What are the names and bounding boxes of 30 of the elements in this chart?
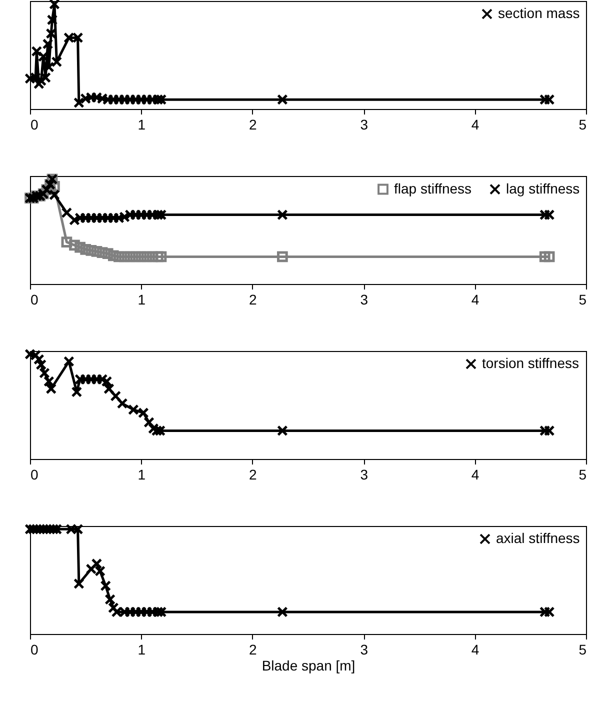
- x-tick-label: 3: [360, 642, 368, 658]
- x-tick-label: 4: [471, 466, 480, 482]
- x-tick-label: 5: [578, 292, 587, 308]
- x-tick-label: 1: [138, 292, 146, 308]
- x-tick-label: 0: [30, 466, 38, 482]
- x-tick-label: 1: [138, 466, 146, 482]
- x-tick-label: 4: [471, 642, 480, 658]
- x-tick-label: 2: [249, 466, 257, 482]
- x-tick-label: 4: [471, 292, 480, 308]
- x-tick-label: 1: [138, 642, 146, 658]
- legend-label: section mass: [498, 5, 580, 21]
- legend-label: torsion stiffness: [482, 355, 580, 371]
- x-tick-label: 4: [471, 116, 480, 132]
- x-tick-label: 2: [249, 292, 257, 308]
- x-tick-label: 3: [360, 116, 368, 132]
- x-tick-label: 2: [249, 116, 257, 132]
- x-axis-title: Blade span [m]: [262, 658, 356, 674]
- x-tick-label: 5: [578, 466, 587, 482]
- x-tick-label: 1: [138, 116, 146, 132]
- x-tick-label: 2: [249, 642, 257, 658]
- x-tick-label: 5: [578, 116, 587, 132]
- x-tick-label: 0: [30, 642, 38, 658]
- legend-label: lag stiffness: [506, 180, 580, 196]
- x-tick-label: 0: [30, 292, 38, 308]
- x-tick-label: 5: [578, 642, 587, 658]
- legend-label: axial stiffness: [496, 530, 580, 546]
- x-tick-label: 3: [360, 466, 368, 482]
- x-tick-label: 0: [30, 116, 38, 132]
- x-tick-label: 3: [360, 292, 368, 308]
- legend-label: flap stiffness: [394, 180, 472, 196]
